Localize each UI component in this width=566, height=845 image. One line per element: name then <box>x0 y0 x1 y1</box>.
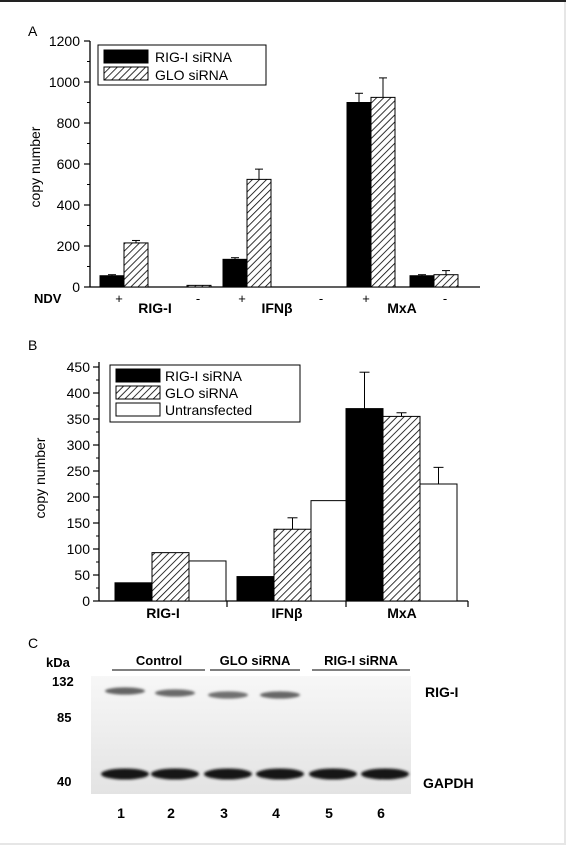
ylabel-a: copy number <box>27 126 43 207</box>
band-label-gapdh: GAPDH <box>423 775 474 791</box>
band-gapdh-lane-2 <box>151 768 199 780</box>
lane-label-6: 6 <box>377 805 385 821</box>
band-rig-i-lane-1 <box>105 687 145 695</box>
x-tick-label-a: MxA <box>387 300 417 316</box>
y-tick-label-b: 300 <box>67 437 91 453</box>
bar-b-1-1 <box>273 528 312 602</box>
legend-a: RIG-I siRNA GLO siRNA <box>97 44 267 86</box>
bar-b-0-0 <box>114 582 153 602</box>
bar-a-1-2-1 <box>433 274 459 288</box>
y-tick-label-a: 200 <box>57 238 81 254</box>
marker-85: 85 <box>57 710 71 725</box>
marker-132: 132 <box>52 674 74 689</box>
y-tick-label-b: 100 <box>67 541 91 557</box>
condition-label-a: - <box>319 291 323 306</box>
y-tick-label-b: 250 <box>67 463 91 479</box>
y-tick-label-a: 1200 <box>49 33 80 49</box>
lane-label-5: 5 <box>325 805 333 821</box>
bar-a-0-2-1 <box>409 275 435 288</box>
group-label-rig-i-sirna: RIG-I siRNA <box>324 653 398 668</box>
bar-b-1-2 <box>382 415 421 602</box>
y-tick-label-a: 0 <box>72 279 80 295</box>
band-rig-i-lane-2 <box>155 689 195 697</box>
legend-label-rig-i-sirna: RIG-I siRNA <box>155 49 233 65</box>
y-tick-label-b: 200 <box>67 489 91 505</box>
y-tick-label-b: 450 <box>67 359 91 375</box>
y-tick-label-b: 150 <box>67 515 91 531</box>
band-gapdh-lane-1 <box>101 768 149 780</box>
marker-40: 40 <box>57 774 71 789</box>
panel-c: C kDa 132 85 40 Control GLO siRNA RIG-I … <box>28 635 474 821</box>
ylabel-b: copy number <box>32 437 48 518</box>
bar-b-2-2 <box>419 483 458 602</box>
bar-a-0-0-0 <box>99 275 125 288</box>
bar-b-0-1 <box>236 576 275 602</box>
x-tick-label-b: MxA <box>387 605 417 621</box>
condition-label-a: - <box>443 291 447 306</box>
bar-b-1-0 <box>151 552 190 602</box>
condition-label-a: + <box>238 291 246 306</box>
x-tick-label-b: RIG-I <box>146 605 179 621</box>
bar-a-0-2-0 <box>346 102 372 288</box>
legend-swatch-untransfected <box>115 402 161 417</box>
lane-label-1: 1 <box>117 805 125 821</box>
y-tick-label-b: 0 <box>82 593 90 609</box>
legend-label-glo-sirna-b: GLO siRNA <box>165 385 239 401</box>
band-gapdh-lane-4 <box>256 768 304 780</box>
bar-a-1-0-0 <box>123 242 149 288</box>
ndv-label: NDV <box>34 291 62 306</box>
x-tick-label-b: IFNβ <box>271 605 303 621</box>
legend-label-untransfected: Untransfected <box>165 402 252 418</box>
legend-swatch-glo-sirna <box>103 66 149 81</box>
bar-b-0-2 <box>345 408 384 602</box>
bar-a-1-1-0 <box>246 178 272 288</box>
panel-label-c: C <box>28 635 38 651</box>
lane-label-2: 2 <box>167 805 175 821</box>
y-tick-label-a: 600 <box>57 156 81 172</box>
panel-a: A copy number 0 200 400 600 800 1000 1200 RIG-… <box>27 23 480 316</box>
panel-label-a: A <box>28 23 38 39</box>
group-label-control: Control <box>136 653 182 668</box>
bar-a-1-0-1 <box>186 284 212 288</box>
legend-b: RIG-I siRNA GLO siRNA Untransfected <box>109 364 301 423</box>
bar-b-2-1 <box>310 500 349 602</box>
x-tick-label-a: IFNβ <box>261 300 293 316</box>
y-tick-label-b: 400 <box>67 385 91 401</box>
top-border <box>0 0 566 2</box>
band-gapdh-lane-3 <box>204 768 252 780</box>
group-label-glo-sirna: GLO siRNA <box>220 653 291 668</box>
condition-label-a: - <box>196 291 200 306</box>
bar-b-2-0 <box>188 560 227 602</box>
condition-label-a: + <box>115 291 123 306</box>
bar-a-0-1-0 <box>222 258 248 288</box>
kda-label: kDa <box>46 655 71 670</box>
legend-label-glo-sirna: GLO siRNA <box>155 67 229 83</box>
band-label-rig-i: RIG-I <box>425 684 458 700</box>
band-gapdh-lane-5 <box>309 768 357 780</box>
band-gapdh-lane-6 <box>361 768 409 780</box>
y-tick-label-b: 50 <box>74 567 90 583</box>
y-tick-label-a: 400 <box>57 197 81 213</box>
legend-swatch-rig-i-sirna <box>103 49 149 64</box>
band-rig-i-lane-3 <box>208 691 248 699</box>
legend-swatch-glo-sirna-b <box>115 385 161 400</box>
lane-label-3: 3 <box>220 805 228 821</box>
panel-label-b: B <box>28 337 37 353</box>
y-tick-label-b: 350 <box>67 411 91 427</box>
bar-a-1-2-0 <box>370 96 396 288</box>
panel-b: B copy number 0 50 100 150 200 250 300 350 400 45… <box>28 337 469 621</box>
y-tick-label-a: 800 <box>57 115 81 131</box>
legend-label-rig-i-sirna-b: RIG-I siRNA <box>165 368 243 384</box>
lane-label-4: 4 <box>272 805 280 821</box>
y-tick-label-a: 1000 <box>49 74 80 90</box>
x-tick-label-a: RIG-I <box>138 300 171 316</box>
band-rig-i-lane-4 <box>260 691 300 699</box>
legend-swatch-rig-i-sirna-b <box>115 368 161 383</box>
condition-label-a: + <box>362 291 370 306</box>
